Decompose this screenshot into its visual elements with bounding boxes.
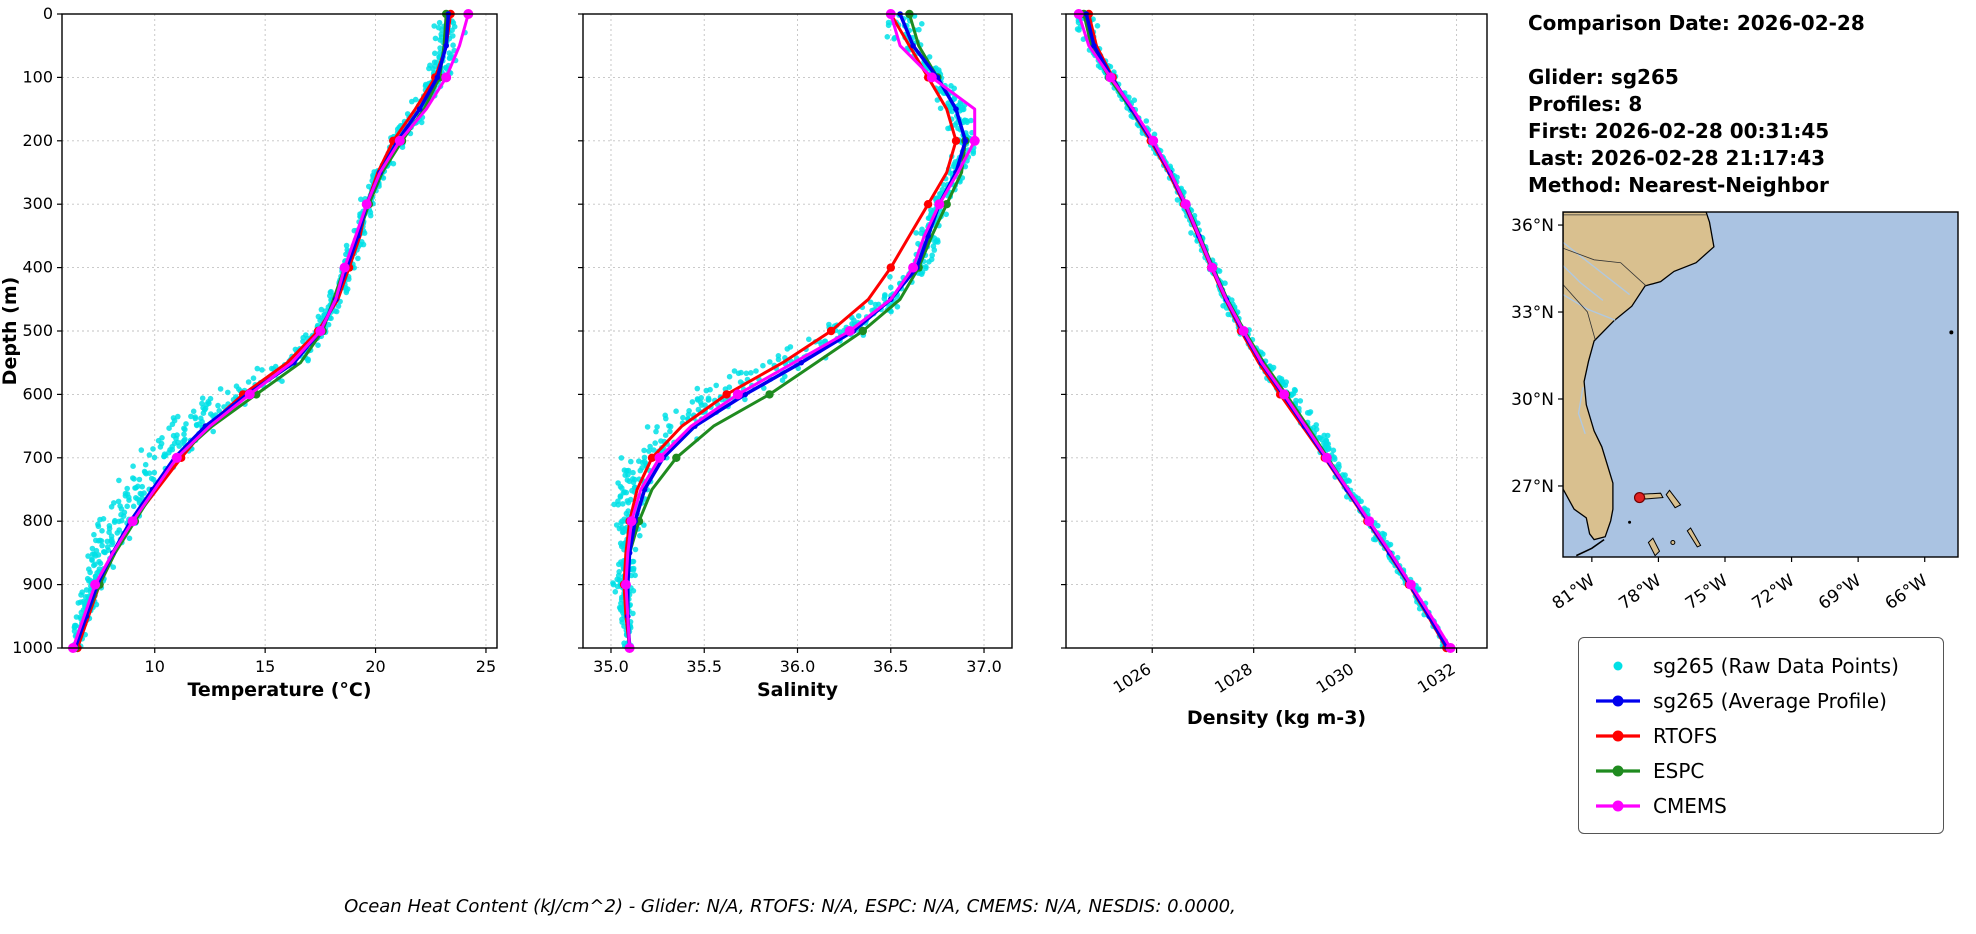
svg-text:33°N: 33°N [1511,303,1554,323]
legend-label: RTOFS [1653,723,1718,748]
svg-text:37.0: 37.0 [966,657,1002,676]
svg-text:Depth (m): Depth (m) [0,277,21,386]
svg-text:36°N: 36°N [1511,216,1554,236]
svg-text:1028: 1028 [1211,659,1256,697]
svg-text:25: 25 [476,657,496,676]
svg-text:75°W: 75°W [1682,571,1732,614]
svg-text:66°W: 66°W [1882,571,1932,614]
legend-item-1: sg265 (Average Profile) [1593,683,1929,718]
svg-text:1032: 1032 [1414,659,1459,697]
svg-text:700: 700 [22,448,53,467]
svg-text:100: 100 [22,67,53,86]
legend-label: sg265 (Average Profile) [1653,688,1887,713]
svg-text:Temperature (°C): Temperature (°C) [187,679,371,701]
svg-text:81°W: 81°W [1549,571,1599,614]
svg-text:10: 10 [145,657,165,676]
svg-text:800: 800 [22,511,53,530]
svg-text:600: 600 [22,384,53,403]
first-profile-time-text: First: 2026-02-28 00:31:45 [1528,119,1830,143]
glider-name-text: Glider: sg265 [1528,65,1679,89]
legend-item-3: ESPC [1593,753,1929,788]
svg-text:0: 0 [43,4,53,23]
svg-text:36.5: 36.5 [873,657,909,676]
svg-text:72°W: 72°W [1749,571,1799,614]
legend-label: sg265 (Raw Data Points) [1653,653,1899,678]
location-map: 36°N 33°N 30°N 27°N 81°W 78°W 75°W 72°W 69°W 66°W [1511,211,1959,614]
legend-item-0: sg265 (Raw Data Points) [1593,648,1929,683]
ocean-heat-content-caption: Ocean Heat Content (kJ/cm^2) - Glider: N… [344,896,1236,917]
comparison-date-text: Comparison Date: 2026-02-28 [1528,11,1865,35]
info-panel: Comparison Date: 2026-02-28 Glider: sg26… [1528,10,1865,199]
svg-text:300: 300 [22,194,53,213]
legend-label: CMEMS [1653,793,1727,818]
last-profile-time-text: Last: 2026-02-28 21:17:43 [1528,146,1826,170]
svg-text:36.0: 36.0 [780,657,816,676]
glider-position-marker [1633,491,1646,504]
line-marker-icon [1593,795,1643,817]
scatter-marker-icon [1593,655,1643,677]
svg-text:1030: 1030 [1313,659,1358,697]
svg-text:Density (kg m-3): Density (kg m-3) [1187,707,1366,729]
svg-text:30°N: 30°N [1511,390,1554,410]
svg-text:Salinity: Salinity [757,679,839,701]
temperature-profile-chart: 10 15 20 25 0 100 200 300 400 500 600 700 800 900 1000… [0,4,498,701]
line-marker-icon [1593,690,1643,712]
method-text: Method: Nearest-Neighbor [1528,173,1829,197]
svg-text:1000: 1000 [12,638,53,657]
legend-item-2: RTOFS [1593,718,1929,753]
svg-text:27°N: 27°N [1511,477,1554,497]
legend: sg265 (Raw Data Points) sg265 (Average Pr… [1578,637,1944,834]
line-marker-icon [1593,760,1643,782]
svg-text:20: 20 [365,657,385,676]
density-profile-chart: 1026 1028 1030 1032 Density (kg m-3) [1061,9,1488,729]
svg-text:200: 200 [22,131,53,150]
svg-text:69°W: 69°W [1815,571,1865,614]
svg-text:35.0: 35.0 [593,657,629,676]
svg-text:500: 500 [22,321,53,340]
profiles-count-text: Profiles: 8 [1528,92,1643,116]
salinity-profile-chart: 35.0 35.5 36.0 36.5 37.0 Salinity [578,9,1013,701]
line-marker-icon [1593,725,1643,747]
svg-text:1026: 1026 [1110,659,1155,697]
svg-text:15: 15 [255,657,275,676]
svg-text:78°W: 78°W [1615,571,1665,614]
legend-item-4: CMEMS [1593,788,1929,823]
svg-text:35.5: 35.5 [686,657,722,676]
svg-text:400: 400 [22,258,53,277]
svg-text:900: 900 [22,575,53,594]
legend-label: ESPC [1653,758,1705,783]
